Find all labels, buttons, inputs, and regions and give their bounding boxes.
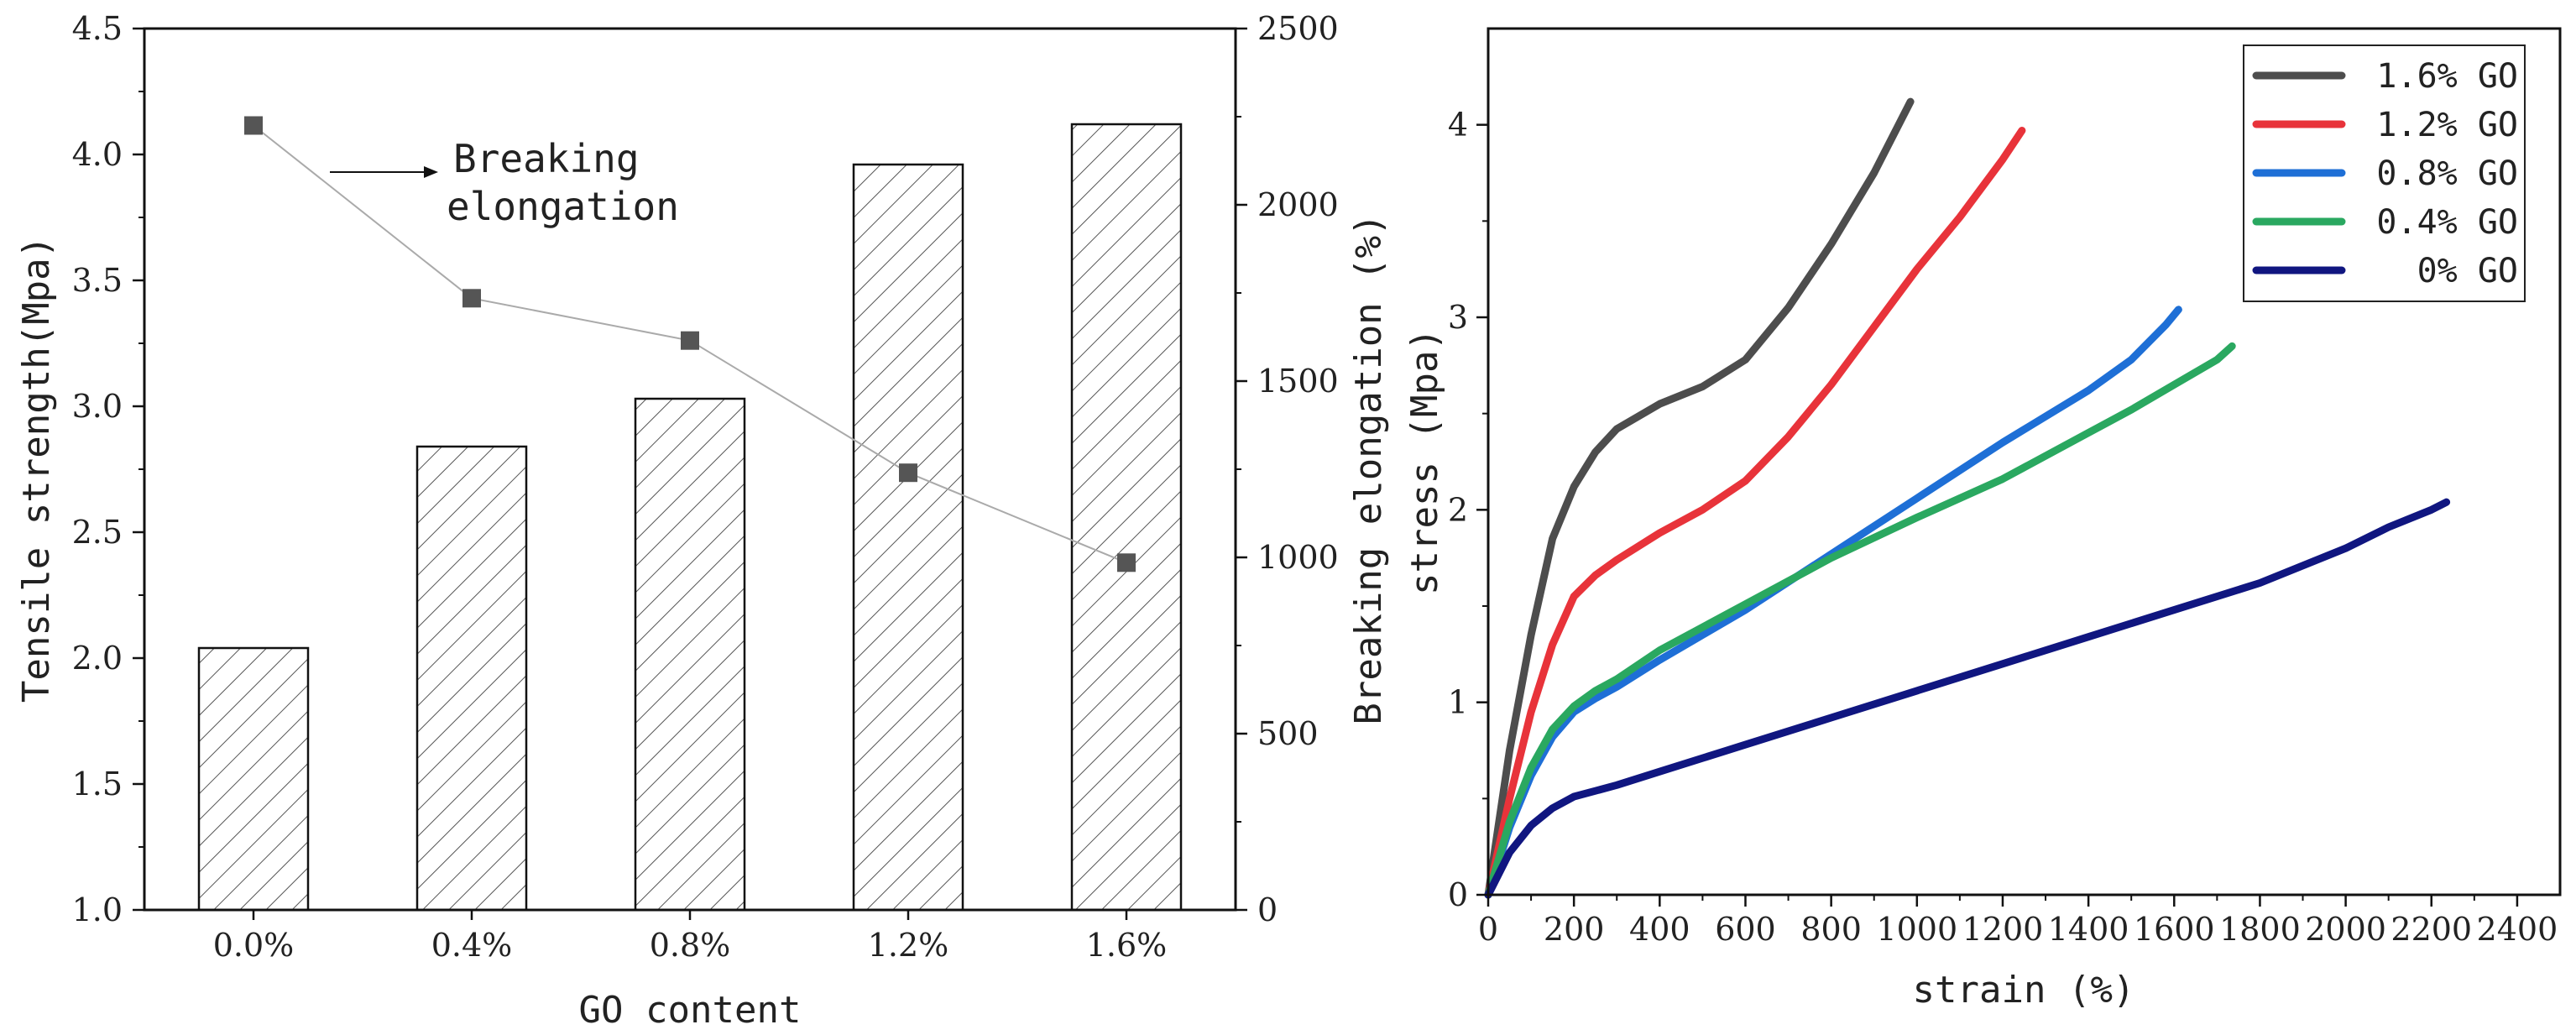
curve-3: [1484, 342, 2236, 899]
left-ytick-label: 1.5: [72, 766, 123, 802]
right-y-axis-title: Breaking elongation (%): [1347, 213, 1390, 724]
tensile-bar-4: [1070, 123, 1183, 912]
left-xtick-label: 1.2%: [868, 927, 949, 964]
tensile-bar-2: [634, 397, 746, 912]
right-ytick-label: 500: [1257, 715, 1319, 752]
strain-xtick-label: 200: [1544, 911, 1605, 948]
tensile-bar-0: [197, 646, 310, 912]
elongation-point-2: [681, 331, 699, 350]
left-xtick-label: 0.0%: [213, 927, 295, 964]
curve-2: [1484, 306, 2182, 899]
legend-label-0: 1.6% GO: [2376, 57, 2518, 96]
stress-ytick-label: 0: [1448, 876, 1468, 913]
left-xtick-label: 0.8%: [650, 927, 731, 964]
annotation-line-1: Breaking: [453, 136, 640, 181]
right-ytick-label: 2500: [1257, 10, 1339, 47]
strain-xtick-label: 1400: [2048, 911, 2129, 948]
right-chart-x-axis-title: strain (%): [1913, 969, 2135, 1011]
legend-label-2: 0.8% GO: [2376, 154, 2518, 193]
left-y-axis-title: Tensile strength(Mpa): [15, 236, 58, 703]
right-ytick-label: 1500: [1257, 363, 1339, 400]
strain-xtick-label: 2200: [2391, 911, 2472, 948]
left-x-axis-title: GO content: [579, 989, 802, 1032]
left-ytick-label: 1.0: [72, 891, 123, 928]
right-ytick-label: 0: [1257, 891, 1278, 928]
tensile-chart: 1.0 1.5 2.0 2.5 3.0 3.5 4.0 4.5 0 500 1000 1500 200…: [15, 10, 1390, 1032]
left-xtick-label: 0.4%: [431, 927, 513, 964]
left-ytick-label: 3.5: [72, 262, 123, 299]
curve-4: [1484, 498, 2451, 899]
tensile-bar-3: [852, 163, 964, 912]
elongation-point-1: [462, 289, 481, 308]
curve-0: [1484, 97, 1915, 899]
left-ytick-label: 2.0: [72, 640, 123, 677]
curve-1: [1484, 127, 2026, 899]
legend-label-3: 0.4% GO: [2376, 203, 2518, 242]
elongation-point-3: [899, 463, 917, 483]
left-ytick-label: 2.5: [72, 514, 123, 551]
legend: 1.6% GO 1.2% GO 0.8% GO 0.4% GO 0% GO: [2243, 44, 2526, 302]
right-plot-frame: [1487, 27, 2562, 896]
strain-xtick-label: 2400: [2477, 911, 2558, 948]
left-ytick-label: 4.5: [72, 10, 123, 47]
strain-xtick-label: 400: [1629, 911, 1690, 948]
left-ytick-label: 4.0: [72, 136, 123, 173]
strain-xtick-label: 2000: [2305, 911, 2386, 948]
right-chart-y-axis-title: stress (Mpa): [1403, 328, 1446, 595]
strain-xtick-label: 0: [1478, 911, 1498, 948]
strain-xtick-label: 1800: [2219, 911, 2301, 948]
elongation-point-0: [244, 116, 263, 135]
annotation-arrow-head: [424, 166, 438, 178]
stress-ytick-label: 1: [1448, 684, 1468, 721]
stress-ytick-label: 3: [1448, 299, 1468, 336]
annotation-line-2: elongation: [447, 184, 679, 229]
strain-xtick-label: 1200: [1962, 911, 2044, 948]
right-ytick-label: 1000: [1257, 539, 1339, 576]
elongation-point-4: [1117, 553, 1136, 572]
right-ytick-label: 2000: [1257, 186, 1339, 223]
left-xtick-label: 1.6%: [1086, 927, 1168, 964]
strain-xtick-label: 600: [1715, 911, 1776, 948]
legend-label-1: 1.2% GO: [2376, 106, 2518, 144]
strain-xtick-label: 800: [1800, 911, 1862, 948]
stress-ytick-label: 2: [1448, 491, 1468, 528]
legend-label-4: 0% GO: [2417, 252, 2518, 290]
left-ytick-label: 3.0: [72, 388, 123, 425]
tensile-bar-1: [415, 445, 528, 912]
stress-ytick-label: 4: [1448, 107, 1468, 144]
strain-xtick-label: 1000: [1876, 911, 1957, 948]
strain-xtick-label: 1600: [2134, 911, 2215, 948]
